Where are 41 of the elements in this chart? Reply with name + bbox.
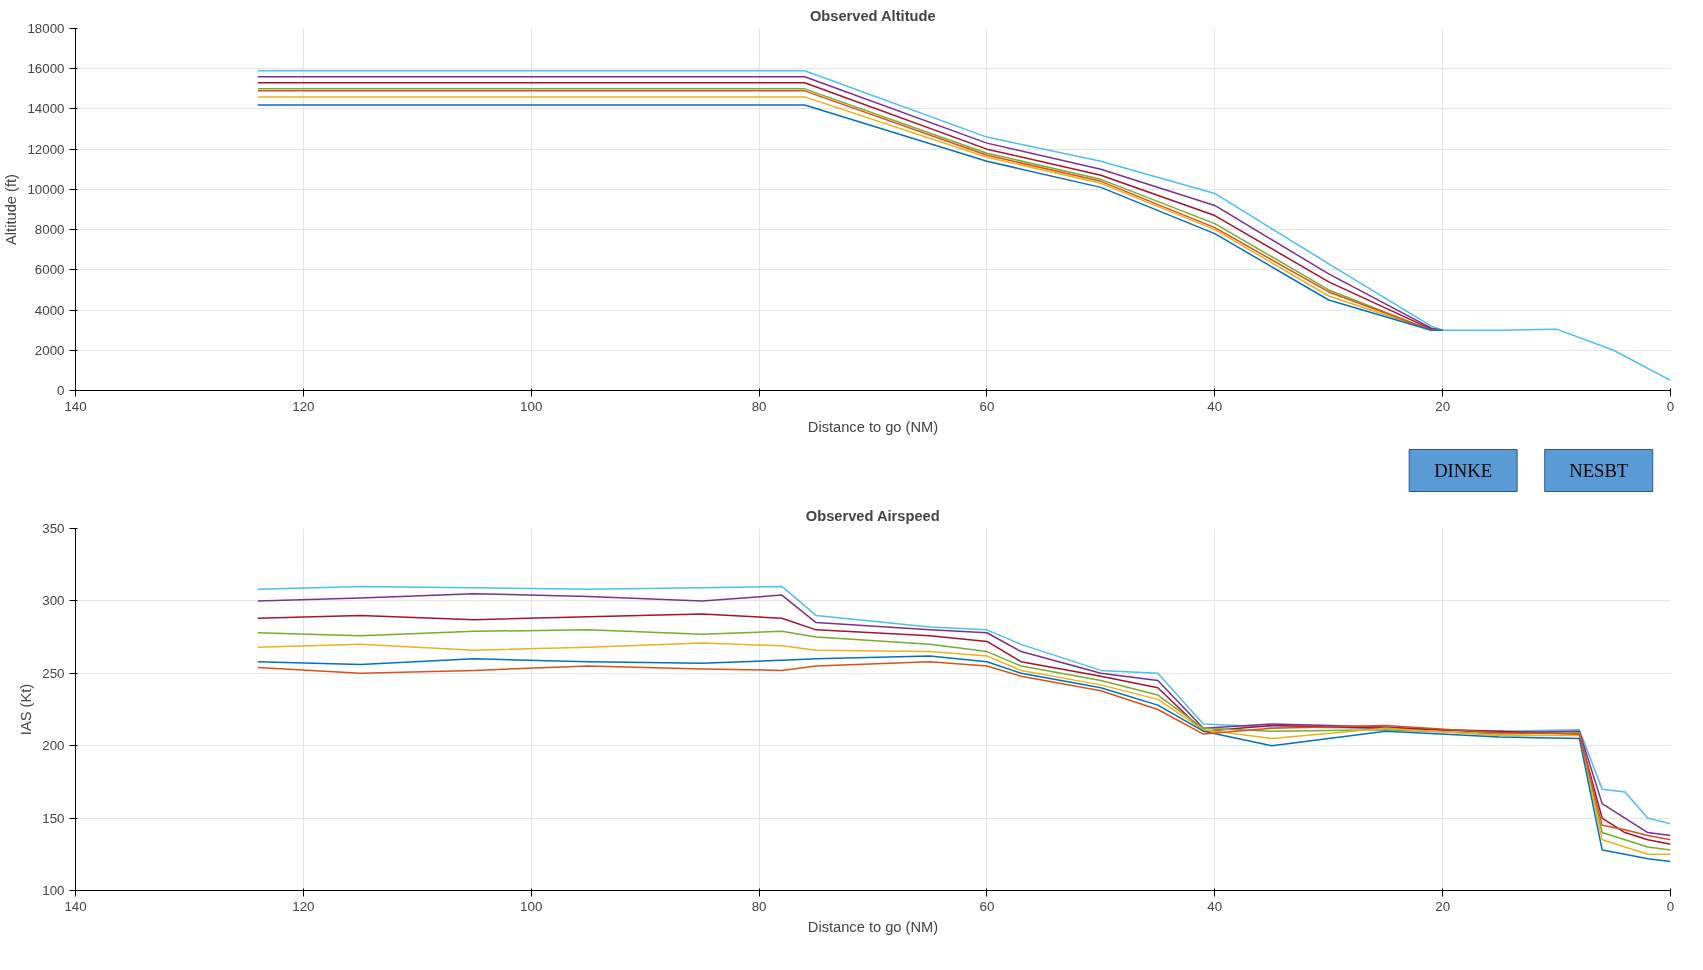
y-tick-label: 10000 xyxy=(27,181,65,197)
y-tick-label: 200 xyxy=(42,738,65,754)
y-tick-label: 0 xyxy=(57,383,65,398)
x-tick-label: 100 xyxy=(520,898,543,914)
x-tick-label: 80 xyxy=(751,898,767,914)
chart-title: Observed Airspeed xyxy=(805,507,940,524)
y-tick-label: 100 xyxy=(42,883,65,898)
x-tick-label: 80 xyxy=(751,398,767,414)
y-tick-label: 2000 xyxy=(34,342,65,358)
y-tick-label: 16000 xyxy=(27,61,65,77)
x-tick-label: 0 xyxy=(1666,398,1675,414)
y-tick-label: 250 xyxy=(42,665,65,681)
y-tick-label: 12000 xyxy=(27,141,65,157)
y-tick-label: 6000 xyxy=(34,262,65,278)
text: DINKE xyxy=(1434,460,1493,481)
y-axis-title: IAS (Kt) xyxy=(18,683,35,736)
x-tick-label: 60 xyxy=(979,398,995,414)
y-axis-title: Altitude (ft) xyxy=(3,174,20,245)
x-tick-label: 20 xyxy=(1435,398,1451,414)
y-tick-label: 8000 xyxy=(34,222,65,238)
x-tick-label: 100 xyxy=(520,398,543,414)
x-axis-title: Distance to go (NM) xyxy=(807,918,939,935)
x-tick-label: 140 xyxy=(64,398,87,414)
y-tick-label: 4000 xyxy=(34,302,65,318)
x-tick-label: 20 xyxy=(1435,898,1451,914)
text: NESBT xyxy=(1569,460,1629,481)
x-tick-label: 120 xyxy=(292,898,315,914)
line-series xyxy=(257,69,1671,382)
y-tick-label: 300 xyxy=(42,593,65,609)
x-axis-title: Distance to go (NM) xyxy=(807,418,939,435)
x-tick-label: 40 xyxy=(1207,898,1223,914)
y-tick-label: 14000 xyxy=(27,101,65,117)
x-tick-label: 60 xyxy=(979,898,995,914)
x-tick-label: 120 xyxy=(292,398,315,414)
x-tick-label: 40 xyxy=(1207,398,1223,414)
x-tick-label: 0 xyxy=(1666,898,1675,914)
y-tick-label: 150 xyxy=(42,810,65,826)
x-tick-label: 140 xyxy=(64,898,87,914)
y-tick-label: 18000 xyxy=(27,21,65,36)
chart-title: Observed Altitude xyxy=(809,7,936,24)
y-tick-label: 350 xyxy=(42,521,65,536)
